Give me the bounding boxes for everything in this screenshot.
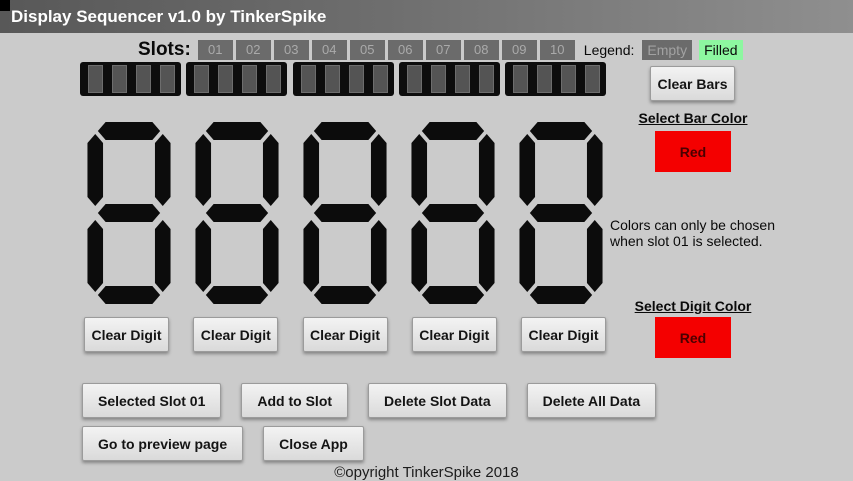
- slot-actions-row: Selected Slot 01 Add to Slot Delete Slot…: [82, 383, 657, 418]
- clear-digit-button-1[interactable]: Clear Digit: [84, 317, 169, 352]
- bar-segment-off: [112, 65, 127, 93]
- add-to-slot-button[interactable]: Add to Slot: [241, 383, 349, 418]
- bar-segment-off: [478, 65, 494, 93]
- slot-button-05[interactable]: 05: [349, 39, 385, 60]
- clear-digit-button-5[interactable]: Clear Digit: [521, 317, 606, 352]
- slot-button-07[interactable]: 07: [425, 39, 461, 60]
- bar-segment-off: [537, 65, 552, 93]
- nav-actions-row: Go to preview page Close App: [82, 426, 364, 461]
- bar-segment-off: [513, 65, 528, 93]
- bar-segment-off: [194, 65, 210, 93]
- slot-button-10[interactable]: 10: [539, 39, 575, 60]
- seven-segment-digit[interactable]: [192, 118, 282, 308]
- clear-digit-buttons: Clear Digit Clear Digit Clear Digit Clear D…: [84, 317, 606, 352]
- select-digit-color-label: Select Digit Color: [634, 298, 752, 314]
- title-bar: Display Sequencer v1.0 by TinkerSpike: [0, 0, 853, 33]
- digit-color-button[interactable]: Red: [655, 317, 731, 358]
- copyright-text: ©opyright TinkerSpike 2018: [334, 464, 519, 481]
- slots-row: Slots: 01 02 03 04 05 06 07 08 09 10 Legend: Empt…: [138, 39, 750, 60]
- bar-display[interactable]: [186, 62, 288, 96]
- bar-segment-off: [160, 65, 175, 93]
- bar-displays: [80, 62, 606, 96]
- app-title: Display Sequencer v1.0 by TinkerSpike: [11, 7, 327, 26]
- clear-digit-button-2[interactable]: Clear Digit: [193, 317, 279, 352]
- delete-all-data-button[interactable]: Delete All Data: [526, 383, 657, 418]
- clear-digit-button-4[interactable]: Clear Digit: [411, 317, 497, 352]
- color-note: Colors can only be chosen when slot 01 i…: [610, 217, 780, 249]
- bar-segment-off: [561, 65, 576, 93]
- seven-segment-digit[interactable]: [516, 118, 606, 308]
- color-note-line1: Colors can only be chosen: [610, 217, 775, 233]
- seven-segment-icon: [303, 122, 387, 304]
- bar-segment-off: [218, 65, 234, 93]
- bar-segment-off: [136, 65, 151, 93]
- bar-display[interactable]: [292, 62, 394, 96]
- bar-display[interactable]: [398, 62, 500, 96]
- slot-button-04[interactable]: 04: [311, 39, 347, 60]
- seven-segment-icon: [87, 122, 171, 304]
- color-note-line2: when slot 01 is selected.: [610, 233, 763, 249]
- clear-digit-button-3[interactable]: Clear Digit: [302, 317, 388, 352]
- slot-button-01[interactable]: 01: [197, 39, 233, 60]
- close-app-button[interactable]: Close App: [263, 426, 364, 461]
- bar-display[interactable]: [505, 62, 606, 96]
- legend-label: Legend:: [583, 41, 635, 58]
- slot-button-09[interactable]: 09: [501, 39, 537, 60]
- slot-button-03[interactable]: 03: [273, 39, 309, 60]
- bar-segment-off: [88, 65, 103, 93]
- bar-segment-off: [300, 65, 316, 93]
- bar-segment-off: [242, 65, 258, 93]
- selected-slot-button[interactable]: Selected Slot 01: [82, 383, 222, 418]
- legend-empty-chip: Empty: [642, 39, 693, 60]
- seven-segment-icon: [195, 122, 279, 304]
- seven-segment-icon: [411, 122, 495, 304]
- bar-segment-off: [406, 65, 422, 93]
- bar-segment-off: [430, 65, 446, 93]
- bar-segment-off: [454, 65, 470, 93]
- bar-segment-off: [266, 65, 282, 93]
- slot-button-06[interactable]: 06: [387, 39, 423, 60]
- corner-notch: [0, 0, 10, 11]
- seven-segment-digit[interactable]: [408, 118, 498, 308]
- slot-button-02[interactable]: 02: [235, 39, 271, 60]
- legend-filled-chip: Filled: [699, 39, 743, 60]
- digit-displays: [84, 118, 606, 308]
- bar-segment-off: [585, 65, 600, 93]
- slot-button-08[interactable]: 08: [463, 39, 499, 60]
- seven-segment-icon: [519, 122, 603, 304]
- slot-buttons: 01 02 03 04 05 06 07 08 09 10: [197, 39, 575, 60]
- bar-segment-off: [348, 65, 364, 93]
- bar-segment-off: [372, 65, 388, 93]
- select-bar-color-label: Select Bar Color: [638, 110, 748, 126]
- bar-display[interactable]: [80, 62, 181, 96]
- seven-segment-digit[interactable]: [300, 118, 390, 308]
- legend: Legend: Empty Filled: [583, 39, 750, 60]
- slots-label: Slots:: [138, 38, 191, 60]
- bar-segment-off: [324, 65, 340, 93]
- go-to-preview-button[interactable]: Go to preview page: [82, 426, 244, 461]
- seven-segment-digit[interactable]: [84, 118, 174, 308]
- clear-bars-button[interactable]: Clear Bars: [650, 66, 735, 101]
- delete-slot-data-button[interactable]: Delete Slot Data: [368, 383, 507, 418]
- bar-color-button[interactable]: Red: [655, 131, 731, 172]
